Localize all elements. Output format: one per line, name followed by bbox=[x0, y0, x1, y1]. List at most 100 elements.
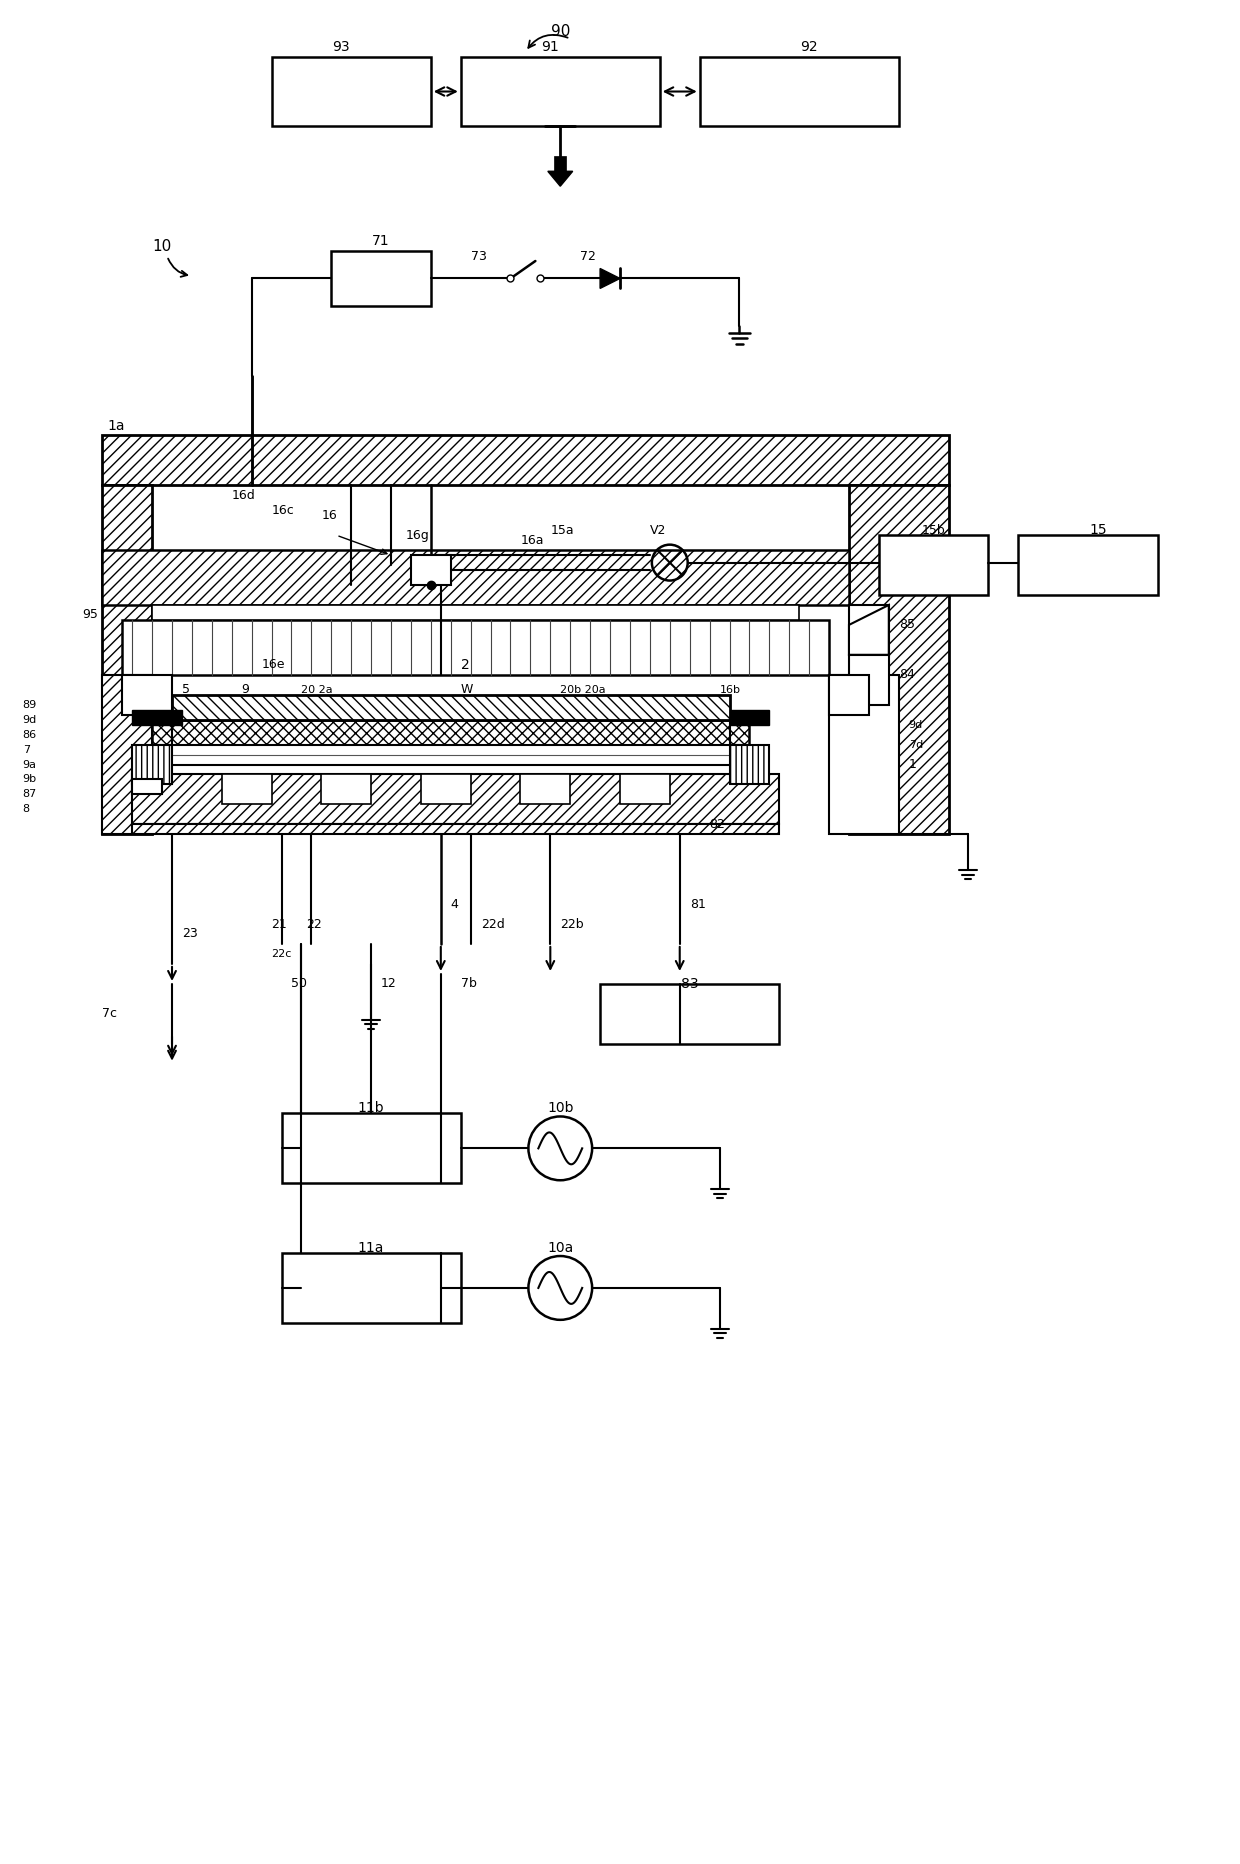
Text: 16c: 16c bbox=[272, 503, 294, 516]
Text: 22b: 22b bbox=[560, 917, 584, 930]
Text: 2: 2 bbox=[461, 658, 470, 671]
Bar bbox=[699, 56, 899, 127]
Text: 1: 1 bbox=[909, 759, 916, 772]
Text: 15b: 15b bbox=[921, 524, 945, 537]
Text: 7d: 7d bbox=[909, 740, 923, 749]
Text: 22: 22 bbox=[306, 917, 322, 930]
Bar bbox=[849, 606, 889, 654]
Text: 7: 7 bbox=[22, 744, 30, 755]
Bar bbox=[281, 1253, 461, 1323]
Text: 71: 71 bbox=[372, 235, 389, 248]
Text: 16g: 16g bbox=[405, 529, 430, 542]
Bar bbox=[420, 774, 471, 805]
Bar bbox=[103, 436, 949, 485]
Polygon shape bbox=[600, 268, 620, 289]
Text: 22c: 22c bbox=[272, 949, 291, 958]
Text: 72: 72 bbox=[580, 250, 596, 263]
Bar bbox=[554, 157, 567, 171]
Text: 9d: 9d bbox=[909, 720, 923, 729]
Bar bbox=[461, 56, 660, 127]
Bar bbox=[879, 535, 988, 595]
Text: 5: 5 bbox=[182, 684, 190, 697]
Text: 21: 21 bbox=[272, 917, 288, 930]
Text: 9: 9 bbox=[242, 684, 249, 697]
Bar bbox=[103, 485, 153, 835]
Text: 90: 90 bbox=[551, 24, 570, 39]
Text: 87: 87 bbox=[22, 790, 37, 800]
Bar bbox=[729, 710, 769, 725]
Text: 10b: 10b bbox=[547, 1102, 574, 1115]
Text: 10: 10 bbox=[153, 239, 171, 254]
Text: 7c: 7c bbox=[103, 1007, 118, 1020]
Bar bbox=[620, 774, 670, 805]
Text: 84: 84 bbox=[899, 669, 915, 680]
Bar bbox=[133, 774, 779, 824]
Bar bbox=[133, 824, 779, 835]
Bar bbox=[321, 774, 371, 805]
Bar bbox=[222, 774, 272, 805]
Text: 92: 92 bbox=[800, 39, 818, 54]
Bar bbox=[1018, 535, 1158, 595]
Text: 15a: 15a bbox=[551, 524, 574, 537]
Text: 22d: 22d bbox=[481, 917, 505, 930]
Text: 10a: 10a bbox=[547, 1241, 573, 1254]
Bar bbox=[830, 675, 869, 714]
Bar bbox=[272, 56, 430, 127]
Text: 85: 85 bbox=[899, 619, 915, 632]
Text: 15: 15 bbox=[1089, 524, 1106, 537]
Text: 9d: 9d bbox=[22, 714, 37, 725]
Text: 50: 50 bbox=[291, 977, 308, 990]
Bar bbox=[153, 720, 749, 744]
Text: 4: 4 bbox=[451, 898, 459, 911]
Bar bbox=[172, 695, 729, 720]
Bar bbox=[153, 744, 749, 764]
Text: 8: 8 bbox=[22, 805, 30, 815]
Text: V2: V2 bbox=[650, 524, 666, 537]
Bar bbox=[331, 252, 430, 306]
Text: 81: 81 bbox=[689, 898, 706, 911]
Text: 11a: 11a bbox=[358, 1241, 384, 1254]
Text: 16e: 16e bbox=[262, 658, 285, 671]
Text: W: W bbox=[461, 684, 474, 697]
Polygon shape bbox=[548, 171, 573, 186]
Text: 11b: 11b bbox=[358, 1102, 384, 1115]
Text: 16d: 16d bbox=[232, 488, 255, 501]
Text: 20b 20a: 20b 20a bbox=[560, 684, 606, 695]
Bar bbox=[849, 485, 949, 835]
Text: 20 2a: 20 2a bbox=[301, 684, 334, 695]
Text: 82: 82 bbox=[709, 818, 725, 831]
Bar bbox=[153, 606, 800, 621]
Bar bbox=[133, 779, 162, 794]
Text: 93: 93 bbox=[332, 39, 350, 54]
Text: 9b: 9b bbox=[22, 774, 37, 785]
Text: 83: 83 bbox=[681, 977, 698, 992]
Text: 16a: 16a bbox=[521, 533, 544, 546]
Bar bbox=[123, 675, 172, 714]
Text: 89: 89 bbox=[22, 699, 37, 710]
Text: 7b: 7b bbox=[461, 977, 476, 990]
Bar bbox=[123, 621, 830, 675]
Bar bbox=[600, 984, 779, 1044]
Bar bbox=[830, 675, 899, 835]
Text: 16: 16 bbox=[321, 509, 337, 522]
Bar bbox=[521, 774, 570, 805]
Text: 95: 95 bbox=[82, 608, 98, 621]
Bar bbox=[133, 744, 172, 785]
Bar bbox=[729, 744, 769, 785]
Bar bbox=[849, 654, 889, 705]
Bar bbox=[281, 1113, 461, 1184]
Text: 91: 91 bbox=[542, 39, 559, 54]
Text: 16b: 16b bbox=[719, 684, 740, 695]
Text: 23: 23 bbox=[182, 928, 197, 941]
Text: 1a: 1a bbox=[108, 419, 125, 432]
Text: 86: 86 bbox=[22, 729, 37, 740]
Bar bbox=[123, 675, 849, 835]
Bar bbox=[103, 675, 153, 835]
Text: 73: 73 bbox=[471, 250, 486, 263]
Bar bbox=[103, 550, 849, 606]
Text: 9a: 9a bbox=[22, 759, 37, 770]
Bar bbox=[133, 710, 182, 725]
Polygon shape bbox=[849, 606, 889, 654]
Text: 12: 12 bbox=[381, 977, 397, 990]
Bar bbox=[410, 555, 451, 585]
